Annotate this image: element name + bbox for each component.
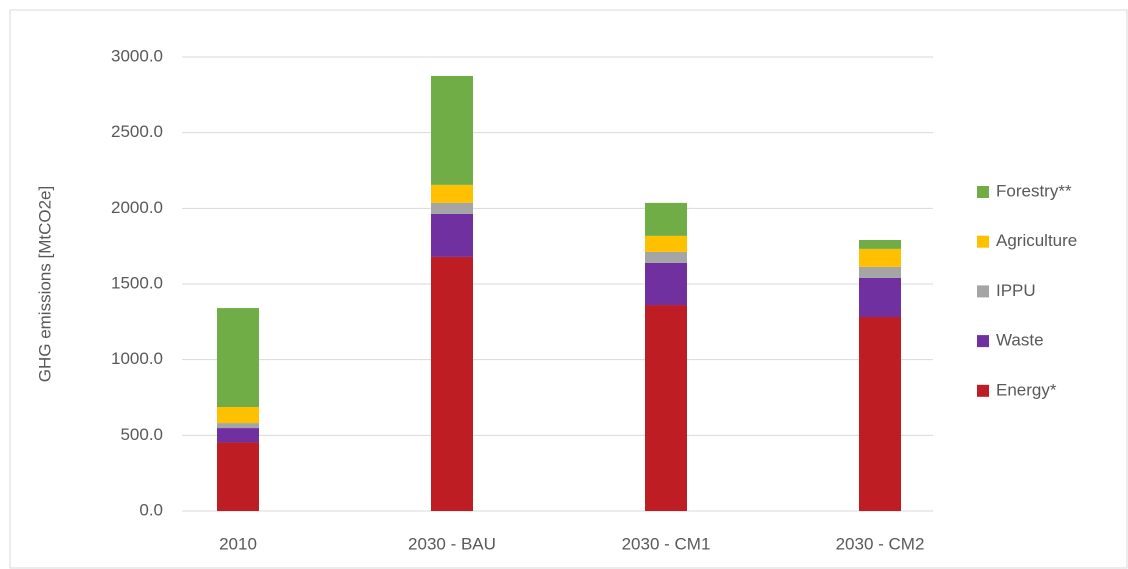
bar-segment bbox=[645, 202, 687, 236]
bar-segment bbox=[645, 235, 687, 252]
legend-label: Waste bbox=[996, 331, 1044, 350]
legend-label: Energy* bbox=[996, 380, 1057, 399]
bar-segment bbox=[431, 213, 473, 257]
bar-segment bbox=[859, 239, 901, 249]
y-tick-label: 2500.0 bbox=[111, 122, 163, 141]
bar-segment bbox=[217, 423, 259, 429]
x-tick-label: 2010 bbox=[219, 534, 257, 553]
x-tick-label: 2030 - CM2 bbox=[836, 534, 925, 553]
bar-segment bbox=[217, 308, 259, 408]
legend-swatch bbox=[977, 335, 989, 348]
bar-segment bbox=[859, 277, 901, 317]
x-tick-label: 2030 - BAU bbox=[408, 534, 496, 553]
y-tick-label: 2000.0 bbox=[111, 198, 163, 217]
legend-label: IPPU bbox=[996, 281, 1036, 300]
bar-segment bbox=[431, 256, 473, 511]
legend-swatch bbox=[977, 384, 989, 397]
x-tick-label: 2030 - CM1 bbox=[622, 534, 711, 553]
legend-label: Agriculture bbox=[996, 231, 1077, 250]
bar-segment bbox=[645, 251, 687, 263]
legend-swatch bbox=[977, 285, 989, 298]
bar-segment bbox=[431, 184, 473, 203]
bar-segment bbox=[645, 305, 687, 511]
legend-swatch bbox=[977, 186, 989, 198]
y-axis-title: GHG emissions [MtCO2e] bbox=[35, 186, 54, 383]
y-tick-label: 500.0 bbox=[120, 425, 163, 444]
bar-segment bbox=[217, 428, 259, 443]
y-tick-label: 0.0 bbox=[139, 500, 163, 519]
y-tick-label: 1500.0 bbox=[111, 273, 163, 292]
bar-segment bbox=[217, 407, 259, 424]
bar-segment bbox=[645, 262, 687, 306]
bar-segment bbox=[217, 442, 259, 511]
legend-label: Forestry** bbox=[996, 181, 1072, 200]
bar-segment bbox=[431, 202, 473, 214]
bar-segment bbox=[859, 248, 901, 267]
chart-frame bbox=[9, 9, 1128, 569]
y-tick-label: 3000.0 bbox=[111, 46, 163, 65]
legend-swatch bbox=[977, 235, 989, 248]
bar-segment bbox=[859, 266, 901, 278]
bar-segment bbox=[859, 316, 901, 511]
y-tick-label: 1000.0 bbox=[111, 349, 163, 368]
bar-segment bbox=[431, 75, 473, 185]
